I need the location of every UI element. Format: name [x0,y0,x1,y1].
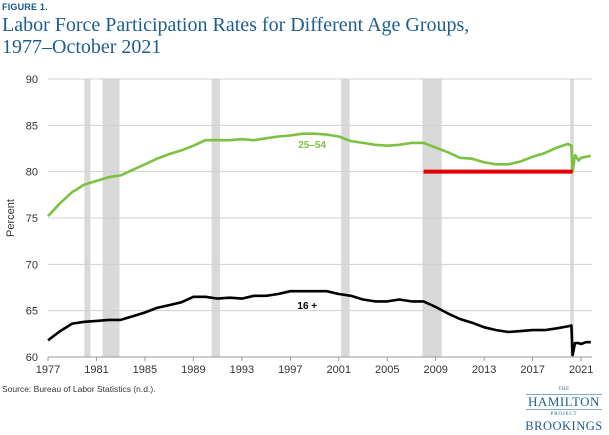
x-tick-label-2017: 2017 [520,364,544,376]
x-tick-label-1985: 1985 [133,364,157,376]
y-tick-label-70: 70 [26,259,38,271]
x-tick-label-2013: 2013 [472,364,496,376]
y-axis-label: Percent [5,199,17,237]
y-tick-label-60: 60 [26,352,38,364]
y-tick-label-75: 75 [26,213,38,225]
chart-title-line2: 1977–October 2021 [2,36,162,58]
x-tick-label-1981: 1981 [84,364,108,376]
series-line-0 [47,132,592,217]
series-line-1 [47,289,591,357]
y-tick-label-65: 65 [26,306,38,318]
y-tick-label-90: 90 [26,74,38,86]
y-tick-label-80: 80 [26,167,38,179]
logo-the: THE [558,387,570,392]
hamilton-brookings-logo: THE HAMILTON PROJECT BROOKINGS [521,387,607,433]
x-tick-label-1997: 1997 [278,364,302,376]
source-note: Source: Bureau of Labor Statistics (n.d.… [2,384,156,394]
y-tick-label-85: 85 [26,120,38,132]
chart-title: Labor Force Participation Rates for Diff… [2,14,562,58]
figure-label: FIGURE 1. [2,2,48,12]
chart-title-line1: Labor Force Participation Rates for Diff… [2,14,470,36]
logo-project: PROJECT [550,412,578,417]
x-tick-label-1993: 1993 [230,364,254,376]
series-label-0: 25–54 [298,140,326,151]
x-tick-label-2009: 2009 [423,364,447,376]
line-chart: 60 65 70 75 80 85 90 1977 1981 1985 1989 1993 1997 20… [5,74,593,376]
logo-hamilton: HAMILTON [526,394,602,410]
x-tick-label-2001: 2001 [327,364,351,376]
logo-brookings: BROOKINGS [525,419,603,433]
x-tick-label-1989: 1989 [181,364,205,376]
x-tick-label-2021: 2021 [569,364,593,376]
series-label-1: 16 + [297,301,317,312]
x-tick-label-1977: 1977 [36,364,60,376]
x-tick-label-2005: 2005 [375,364,399,376]
